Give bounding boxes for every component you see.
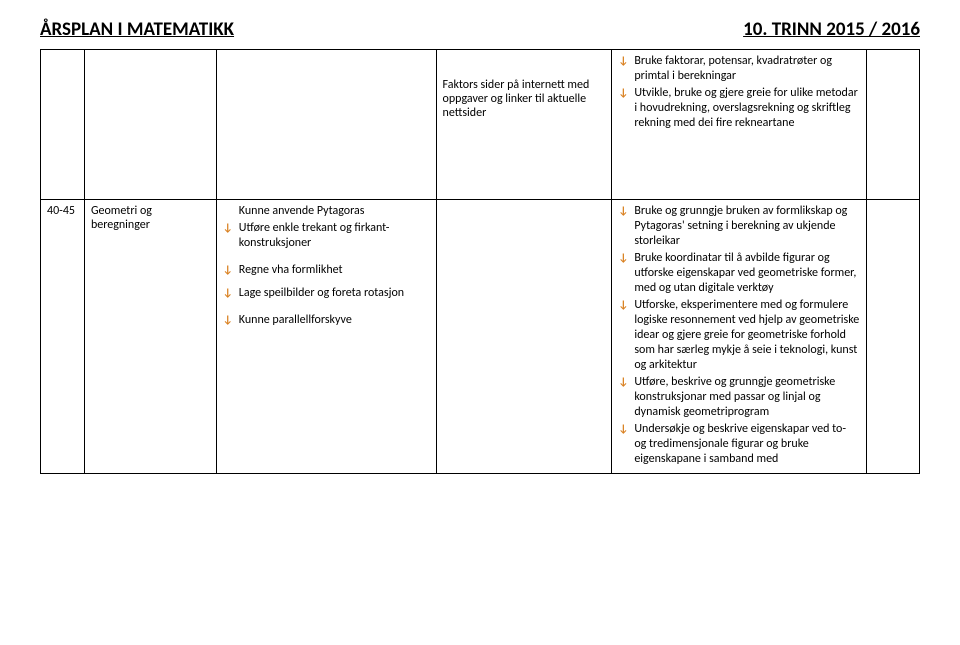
list-item: Utvikle, bruke og gjere greie for ulike … [618, 86, 860, 131]
cell-topic [84, 50, 216, 200]
competence-list: Bruke og grunngje bruken av formlikskap … [618, 204, 860, 467]
cell-last [867, 50, 920, 200]
goal-plain: Kunne anvende Pytagoras [223, 204, 430, 219]
list-item: Utføre, beskrive og grunngje geometriske… [618, 375, 860, 420]
cell-competence: Bruke faktorar, potensar, kvadratrøter o… [612, 50, 867, 200]
cell-topic: Geometri og beregninger [84, 200, 216, 474]
list-item: Regne vha formlikhet [223, 263, 430, 278]
list-item: Bruke faktorar, potensar, kvadratrøter o… [618, 54, 860, 84]
page-header: ÅRSPLAN I MATEMATIKK 10. TRINN 2015 / 20… [40, 18, 920, 41]
cell-competence: Bruke og grunngje bruken av formlikskap … [612, 200, 867, 474]
cell-resources [436, 200, 612, 474]
goals-list: Kunne parallellforskyve [223, 313, 430, 328]
list-item: Bruke og grunngje bruken av formlikskap … [618, 204, 860, 249]
cell-week: 40-45 [41, 200, 85, 474]
cell-week [41, 50, 85, 200]
plan-table: Faktors sider på internett med oppgaver … [40, 49, 920, 474]
cell-last [867, 200, 920, 474]
table-row: Faktors sider på internett med oppgaver … [41, 50, 920, 200]
list-item: Utføre enkle trekant og firkant-konstruk… [223, 221, 430, 251]
cell-goals: Kunne anvende Pytagoras Utføre enkle tre… [216, 200, 436, 474]
table-row: 40-45 Geometri og beregninger Kunne anve… [41, 200, 920, 474]
goals-list: Lage speilbilder og foreta rotasjon [223, 286, 430, 301]
cell-resources: Faktors sider på internett med oppgaver … [436, 50, 612, 200]
list-item: Utforske, eksperimentere med og formuler… [618, 298, 860, 373]
resource-text: Faktors sider på internett med oppgaver … [443, 78, 606, 120]
list-item: Lage speilbilder og foreta rotasjon [223, 286, 430, 301]
cell-goals [216, 50, 436, 200]
title-right: 10. TRINN 2015 / 2016 [743, 18, 920, 41]
competence-list: Bruke faktorar, potensar, kvadratrøter o… [618, 54, 860, 131]
title-left: ÅRSPLAN I MATEMATIKK [40, 18, 234, 41]
goals-list: Regne vha formlikhet [223, 263, 430, 278]
list-item: Bruke koordinatar til å avbilde figurar … [618, 251, 860, 296]
list-item: Kunne parallellforskyve [223, 313, 430, 328]
list-item: Undersøkje og beskrive eigenskapar ved t… [618, 422, 860, 467]
goals-list: Utføre enkle trekant og firkant-konstruk… [223, 221, 430, 251]
